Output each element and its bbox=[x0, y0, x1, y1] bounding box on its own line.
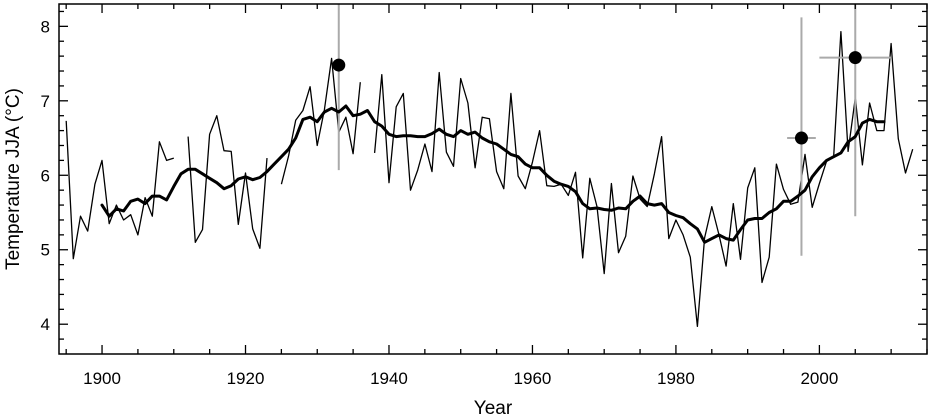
y-tick-label-8: 8 bbox=[41, 17, 50, 36]
x-tick-label-1920: 1920 bbox=[227, 369, 265, 388]
annual-series-line-segment-2 bbox=[187, 115, 268, 249]
y-tick-label-7: 7 bbox=[41, 92, 50, 111]
x-tick-label-2000: 2000 bbox=[800, 369, 838, 388]
y-tick-label-4: 4 bbox=[41, 315, 50, 334]
x-tick-label-1900: 1900 bbox=[83, 369, 121, 388]
y-axis-title: Temperature JJA (°C) bbox=[3, 88, 24, 270]
observation-point-2 bbox=[794, 131, 808, 145]
series-layer bbox=[65, 4, 914, 328]
x-tick-label-1960: 1960 bbox=[514, 369, 552, 388]
smoothed-series-line bbox=[100, 104, 886, 244]
ticks-layer: 1900 1920 1940 1960 1980 2000 4 5 6 7 8 bbox=[41, 4, 928, 388]
annual-series-line-segment-3 bbox=[280, 57, 361, 185]
observation-point-1 bbox=[332, 58, 346, 72]
y-tick-label-6: 6 bbox=[41, 166, 50, 185]
x-axis-title: Year bbox=[474, 398, 513, 419]
annual-series-line-segment-4 bbox=[373, 30, 914, 328]
x-tick-label-1940: 1940 bbox=[370, 369, 408, 388]
x-tick-label-1980: 1980 bbox=[657, 369, 695, 388]
y-tick-label-5: 5 bbox=[41, 241, 50, 260]
plot-frame bbox=[58, 3, 928, 355]
observation-point-3 bbox=[848, 51, 862, 65]
annual-series-line-segment-1 bbox=[65, 120, 174, 260]
